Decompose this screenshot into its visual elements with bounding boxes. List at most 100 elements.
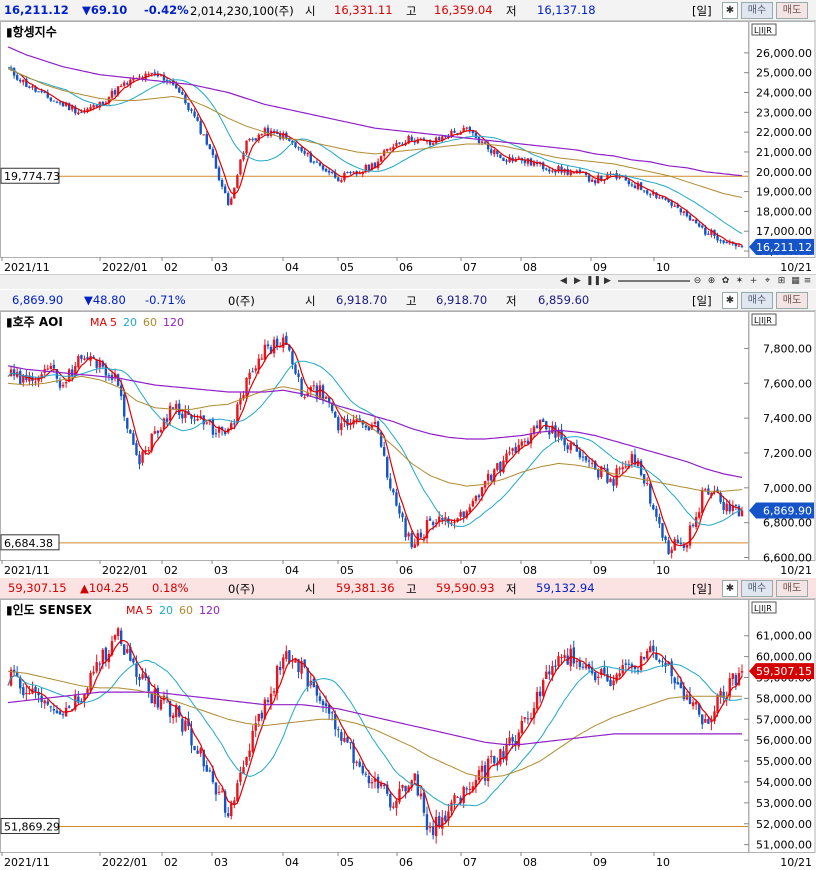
aoi-chart[interactable]: ▮호주 AOI MA 5 20 60 120 L|I|R 7,800.00 7,600.00 7,… <box>0 311 816 578</box>
candle-body <box>398 142 401 144</box>
quote-header: 59,307.15 ▲104.25 0.18% 0(주) 시 59,381.36… <box>0 578 816 599</box>
candle-body <box>22 79 25 83</box>
quote-header: 16,211.12 ▼69.10 -0.42% 2,014,230,100(주)… <box>0 0 816 21</box>
candle-body <box>77 696 80 703</box>
sell-button[interactable]: 매도 <box>776 580 808 597</box>
candle-body <box>288 650 291 663</box>
scroll-right-icon[interactable]: ▶ <box>574 276 581 286</box>
sell-button[interactable]: 매도 <box>776 292 808 309</box>
buy-button[interactable]: 매수 <box>741 2 773 19</box>
candle-body <box>101 361 105 367</box>
settings-gear-icon[interactable]: ✱ <box>722 580 738 597</box>
candle-body <box>119 85 123 87</box>
candle-body <box>303 150 306 154</box>
buy-button[interactable]: 매수 <box>741 292 773 309</box>
zoom-out-icon[interactable]: ⊖ <box>693 276 702 286</box>
candle-body <box>113 373 117 379</box>
next-icon[interactable]: ▶ <box>604 276 611 286</box>
candle-body <box>282 657 285 669</box>
candle-body <box>297 147 300 149</box>
pause-icon[interactable]: ❚❚ <box>586 276 602 286</box>
candle-body <box>291 660 294 662</box>
candle-body <box>92 105 95 108</box>
candle-body <box>367 164 371 171</box>
candle-body <box>80 355 83 359</box>
grid-icon[interactable]: ▦ <box>791 276 800 286</box>
candle-body <box>551 170 554 172</box>
candle-body <box>734 505 738 507</box>
chart-scrollbar[interactable]: ◀ ▶ ❚❚ ▶ ⊖ ⊕ ✿ ✶ + ⌖ ⊞ ▦ ≡ <box>0 274 816 289</box>
candle-body <box>645 482 649 484</box>
candle-body <box>673 677 676 684</box>
candle-body <box>465 788 468 790</box>
candle-body <box>141 674 144 679</box>
candle-body <box>95 662 98 672</box>
candle-body <box>581 456 585 458</box>
candle-body <box>297 659 300 673</box>
candle-body <box>266 127 270 136</box>
candle-body <box>691 702 695 707</box>
candle-body <box>655 192 658 198</box>
sell-button[interactable]: 매도 <box>776 2 808 19</box>
log-toggle-icon[interactable] <box>751 23 777 36</box>
y-tick-label: 19,000.00 <box>756 186 812 199</box>
settings-icon[interactable]: ✿ <box>721 276 730 286</box>
buy-button[interactable]: 매수 <box>741 580 773 597</box>
settings-gear-icon[interactable]: ✱ <box>722 2 738 19</box>
candle-body <box>728 242 731 244</box>
crosshair-icon[interactable]: ⌖ <box>764 276 771 286</box>
candle-body <box>471 500 475 507</box>
period-selector[interactable]: [일] <box>692 294 712 308</box>
log-toggle-icon[interactable] <box>751 601 777 614</box>
volume: 0(주) <box>228 582 255 596</box>
candle-body <box>61 714 65 716</box>
candle-body <box>168 701 172 717</box>
period-selector[interactable]: [일] <box>692 582 712 596</box>
x-tick-label: 06 <box>399 564 413 577</box>
sensex-chart[interactable]: ▮인도 SENSEX MA 5 20 60 120 L|I|R 61,000.00 60,000… <box>0 599 816 870</box>
period-selector[interactable]: [일] <box>692 4 712 18</box>
candle-body <box>520 720 523 733</box>
change-percent: -0.71% <box>145 293 186 307</box>
fit-icon[interactable]: ⊞ <box>777 276 786 286</box>
settings-gear-icon[interactable]: ✱ <box>722 292 738 309</box>
candle-body <box>740 671 744 673</box>
ma20-line <box>7 67 743 235</box>
candle-body <box>658 197 661 199</box>
x-tick-label: 10 <box>656 856 670 869</box>
candle-body <box>401 143 404 145</box>
menu-icon[interactable]: ≡ <box>803 276 812 286</box>
candle-body <box>594 461 597 470</box>
candle-body <box>725 503 728 512</box>
candle-body <box>321 385 325 400</box>
candle-body <box>364 165 368 172</box>
zoom-slider[interactable] <box>618 280 690 282</box>
candle-body <box>517 157 520 159</box>
candle-body <box>597 469 600 478</box>
candle-body <box>425 814 429 830</box>
candle-body <box>98 361 101 368</box>
candle-body <box>12 669 16 673</box>
candle-body <box>248 138 251 141</box>
candle-body <box>480 765 484 772</box>
candle-body <box>545 168 548 170</box>
candle-body <box>395 142 398 147</box>
last-price-value: 16,211.12 <box>756 241 812 254</box>
candle-body <box>123 644 126 655</box>
candle-body <box>156 430 160 434</box>
candle-body <box>535 162 539 165</box>
tool-icon[interactable]: ✶ <box>735 276 744 286</box>
candle-body <box>181 92 184 95</box>
candle-body <box>532 708 536 718</box>
log-toggle-icon[interactable] <box>751 313 777 326</box>
scroll-left-icon[interactable]: ◀ <box>560 276 567 286</box>
candle-body <box>722 501 725 510</box>
x-tick-label: 2021/11 <box>4 564 50 577</box>
candle-body <box>74 366 77 376</box>
zoom-in-icon[interactable]: ⊕ <box>707 276 716 286</box>
volume: 0(주) <box>228 294 255 308</box>
hangseng-chart[interactable]: ▮항셍지수 L|I|R 26,000.00 25,000.00 24,000.00 23,… <box>0 21 816 275</box>
candle-body <box>275 665 279 694</box>
candle-body <box>278 133 282 139</box>
add-icon[interactable]: + <box>749 276 758 286</box>
